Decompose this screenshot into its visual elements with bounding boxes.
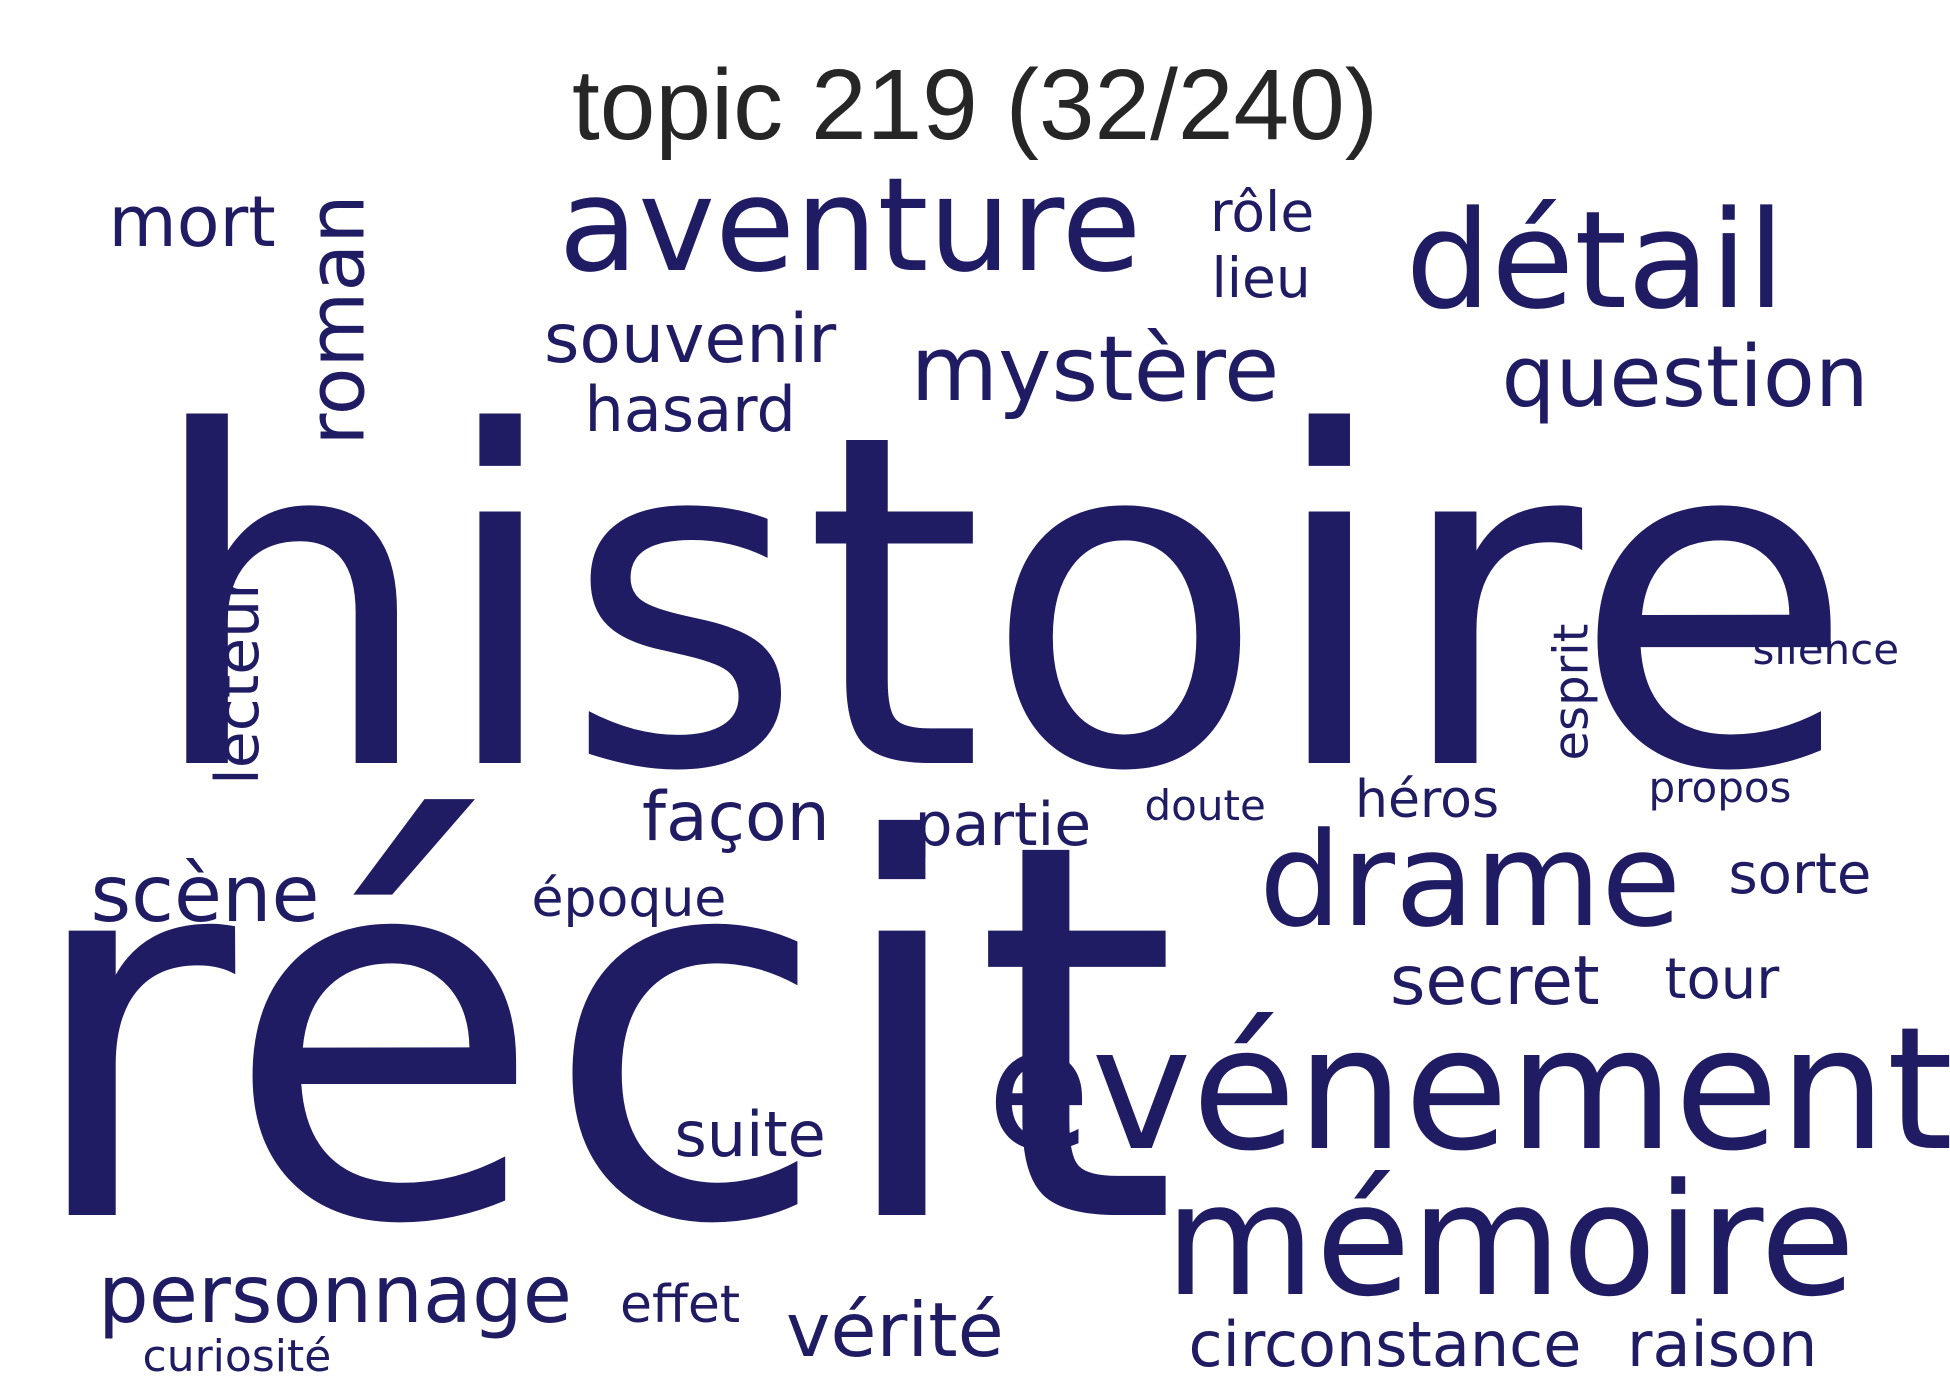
cloud-word: récit — [21, 732, 1179, 1338]
cloud-word: curiosité — [142, 1331, 332, 1382]
cloud-word: mystère — [910, 317, 1280, 422]
cloud-word: partie — [914, 790, 1092, 860]
cloud-word: histoire — [144, 337, 1856, 872]
cloud-word: esprit — [1542, 623, 1599, 761]
cloud-word: héros — [1355, 770, 1500, 830]
cloud-word: hasard — [584, 373, 796, 446]
cloud-word: effet — [620, 1275, 741, 1335]
cloud-word: question — [1501, 327, 1869, 427]
cloud-word: roman — [292, 194, 383, 446]
cloud-word: suite — [674, 1098, 826, 1171]
cloud-word: vérité — [786, 1285, 1004, 1374]
cloud-word: façon — [642, 778, 830, 857]
cloud-word: silence — [1752, 625, 1900, 674]
cloud-word: sorte — [1728, 842, 1872, 907]
cloud-word: mort — [108, 181, 276, 263]
cloud-word: personnage — [98, 1248, 572, 1341]
cloud-word: secret — [1390, 942, 1600, 1021]
cloud-word: rôle — [1210, 179, 1315, 244]
cloud-word: scène — [90, 850, 320, 940]
cloud-word: aventure — [558, 149, 1142, 301]
cloud-word: époque — [531, 869, 727, 929]
cloud-word: lecteur — [202, 575, 273, 785]
cloud-word: raison — [1627, 1308, 1818, 1381]
cloud-word: doute — [1144, 781, 1266, 830]
chart-title: topic 219 (32/240) — [571, 49, 1379, 161]
cloud-word: événement — [986, 991, 1950, 1189]
cloud-word: mémoire — [1164, 1149, 1856, 1331]
cloud-word: tour — [1664, 947, 1780, 1012]
cloud-word: drame — [1259, 804, 1682, 956]
cloud-word: propos — [1648, 763, 1792, 812]
cloud-word: souvenir — [544, 300, 837, 379]
cloud-word: circonstance — [1188, 1308, 1582, 1381]
cloud-word: détail — [1405, 181, 1785, 339]
cloud-word: lieu — [1211, 245, 1311, 310]
